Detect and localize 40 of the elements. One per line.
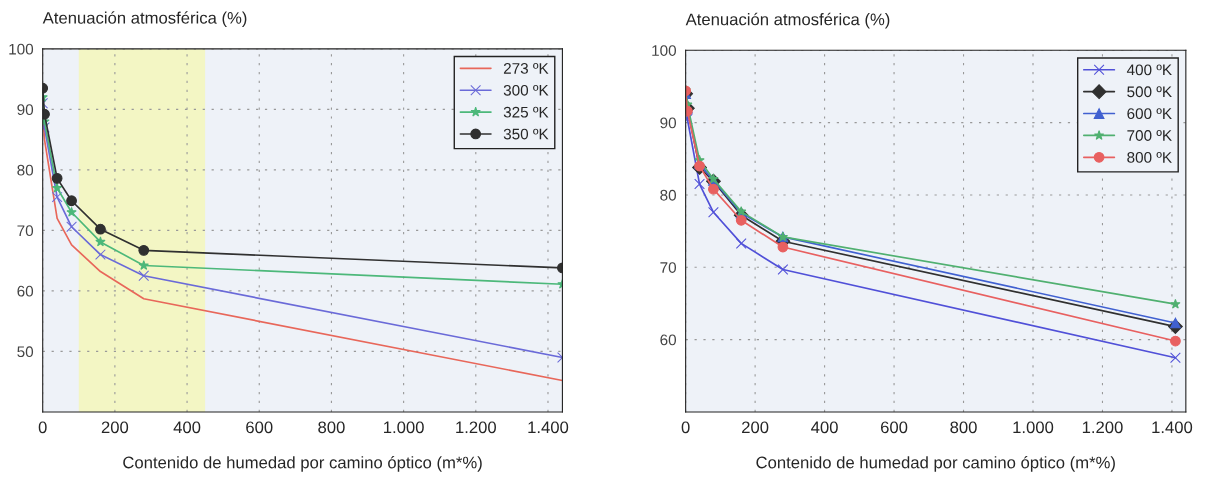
y-tick-label: 100 xyxy=(9,43,34,55)
x-tick-label: 400 xyxy=(811,421,838,434)
legend-label: 800 ºK xyxy=(1127,151,1172,163)
legend-label: 700 ºK xyxy=(1127,130,1172,141)
legend-label: 273 ºK xyxy=(503,63,549,74)
y-tick-label: 90 xyxy=(660,117,677,129)
y-axis-title: Atenuación atmosférica (%) xyxy=(42,11,247,28)
legend-label: 325 ºK xyxy=(503,106,549,118)
y-tick-label: 50 xyxy=(17,346,34,358)
y-tick-label: 70 xyxy=(17,225,34,237)
x-tick-label: 600 xyxy=(246,421,273,434)
x-tick-label: 0 xyxy=(38,421,47,434)
x-tick-label: 200 xyxy=(742,421,769,434)
y-tick-label: 100 xyxy=(652,45,677,56)
x-tick-label: 1.400 xyxy=(1152,421,1193,434)
y-tick-label: 70 xyxy=(660,262,677,273)
x-tick-label: 1.200 xyxy=(1082,421,1123,434)
x-tick-label: 800 xyxy=(950,421,977,434)
y-tick-label: 80 xyxy=(17,164,34,176)
x-tick-label: 800 xyxy=(318,421,345,434)
legend-label: 300 ºK xyxy=(503,84,549,96)
x-tick-label: 400 xyxy=(173,421,201,434)
x-tick-label: 1.000 xyxy=(384,421,424,434)
x-tick-label: 1.200 xyxy=(456,421,496,434)
legend-label: 600 ºK xyxy=(1127,108,1172,120)
y-tick-label: 90 xyxy=(17,104,34,116)
y-tick-label: 80 xyxy=(660,189,677,201)
x-tick-label: 1.000 xyxy=(1013,421,1054,434)
x-tick-label: 200 xyxy=(101,421,129,434)
y-axis-title: Atenuación atmosférica (%) xyxy=(685,12,890,29)
x-tick-label: 600 xyxy=(881,421,908,434)
y-tick-label: 60 xyxy=(17,285,34,297)
x-tick-label: 0 xyxy=(681,421,690,434)
x-tick-label: 1.400 xyxy=(528,421,569,434)
legend-label: 350 ºK xyxy=(503,128,549,140)
legend-label: 400 ºK xyxy=(1126,64,1172,76)
y-tick-label: 60 xyxy=(660,334,677,346)
x-axis-title: Contenido de humedad por camino óptico (m*%) xyxy=(756,455,1115,472)
x-axis-title: Contenido de humedad por camino óptico (m*%) xyxy=(123,455,482,472)
legend-label: 500 ºK xyxy=(1127,86,1172,98)
